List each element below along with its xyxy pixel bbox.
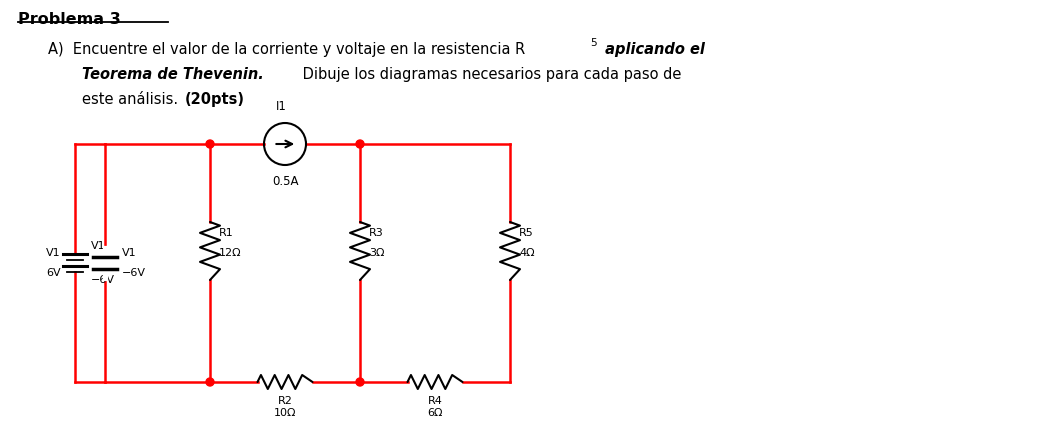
Text: 12Ω: 12Ω [219,248,242,258]
Text: 0.5A: 0.5A [271,175,299,188]
Circle shape [206,378,214,386]
Text: R4: R4 [427,396,443,406]
Text: R5: R5 [519,228,533,238]
Text: −6V: −6V [122,268,146,278]
Text: R1: R1 [219,228,234,238]
Text: Problema 3: Problema 3 [18,12,121,27]
Text: 6V: 6V [46,268,61,278]
Text: 3Ω: 3Ω [369,248,384,258]
Text: R2: R2 [278,396,292,406]
Text: este análisis.: este análisis. [82,92,183,107]
Text: V1: V1 [46,248,61,258]
Text: Dibuje los diagramas necesarios para cada paso de: Dibuje los diagramas necesarios para cad… [298,67,682,82]
Text: aplicando el: aplicando el [600,42,705,57]
Text: V1: V1 [92,241,105,251]
Circle shape [206,140,214,148]
Text: 4Ω: 4Ω [519,248,534,258]
Text: I1: I1 [276,100,286,113]
Text: 6Ω: 6Ω [427,408,443,418]
Text: V1: V1 [122,248,137,258]
Text: −6V: −6V [92,275,115,285]
Text: R3: R3 [369,228,384,238]
Text: 5: 5 [590,38,596,48]
Circle shape [356,378,364,386]
Text: Teorema de Thevenin.: Teorema de Thevenin. [82,67,264,82]
Text: (20pts): (20pts) [185,92,245,107]
Text: A)  Encuentre el valor de la corriente y voltaje en la resistencia R: A) Encuentre el valor de la corriente y … [48,42,525,57]
Circle shape [356,140,364,148]
Text: 10Ω: 10Ω [274,408,297,418]
